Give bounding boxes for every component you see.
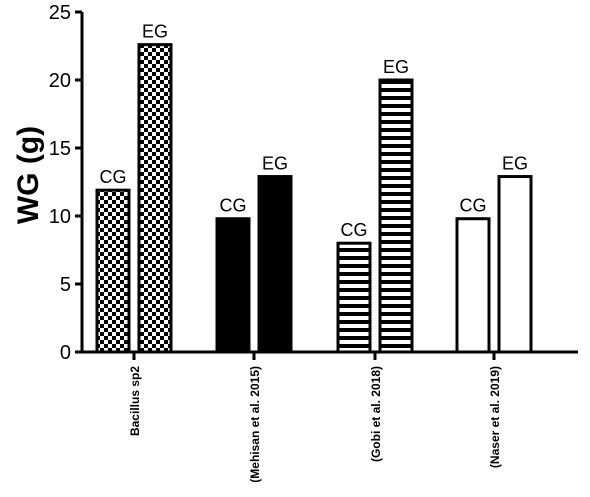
- bar-cg: [95, 188, 131, 354]
- x-tick-label: (Naser et al. 2019): [488, 366, 502, 468]
- bar-cg: [215, 217, 251, 354]
- y-tick-label: 25: [49, 2, 71, 24]
- y-tick-label: 20: [49, 70, 71, 92]
- bar-cg: [455, 217, 491, 354]
- x-tick-label: (Mehisan et al. 2015): [248, 366, 262, 483]
- bar-label-eg: EG: [383, 57, 409, 77]
- x-tick-label: Bacillus sp2: [128, 366, 142, 436]
- bar-eg: [137, 43, 173, 354]
- plot-area: 0 5 10 15 20 25 CG EG Bacillus sp2 CG EG (Mehisan e…: [49, 2, 578, 483]
- y-axis-label: WG (g): [12, 126, 45, 224]
- bar-label-cg: CG: [460, 196, 487, 216]
- bar-label-cg: CG: [220, 196, 247, 216]
- y-tick-label: 15: [49, 138, 71, 160]
- bar-label-eg: EG: [502, 154, 528, 174]
- x-tick-label: (Gobi et al. 2018): [369, 366, 383, 462]
- bar-label-cg: CG: [341, 220, 368, 240]
- y-tick-label: 0: [60, 342, 71, 364]
- bar-eg: [378, 78, 414, 354]
- bar-label-eg: EG: [142, 22, 168, 42]
- y-tick-label: 5: [60, 274, 71, 296]
- y-tick-label: 10: [49, 206, 71, 228]
- bar-label-cg: CG: [100, 167, 127, 187]
- bar-eg: [257, 175, 293, 354]
- bar-eg: [497, 175, 533, 354]
- bar-label-eg: EG: [262, 154, 288, 174]
- bar-cg: [336, 241, 372, 354]
